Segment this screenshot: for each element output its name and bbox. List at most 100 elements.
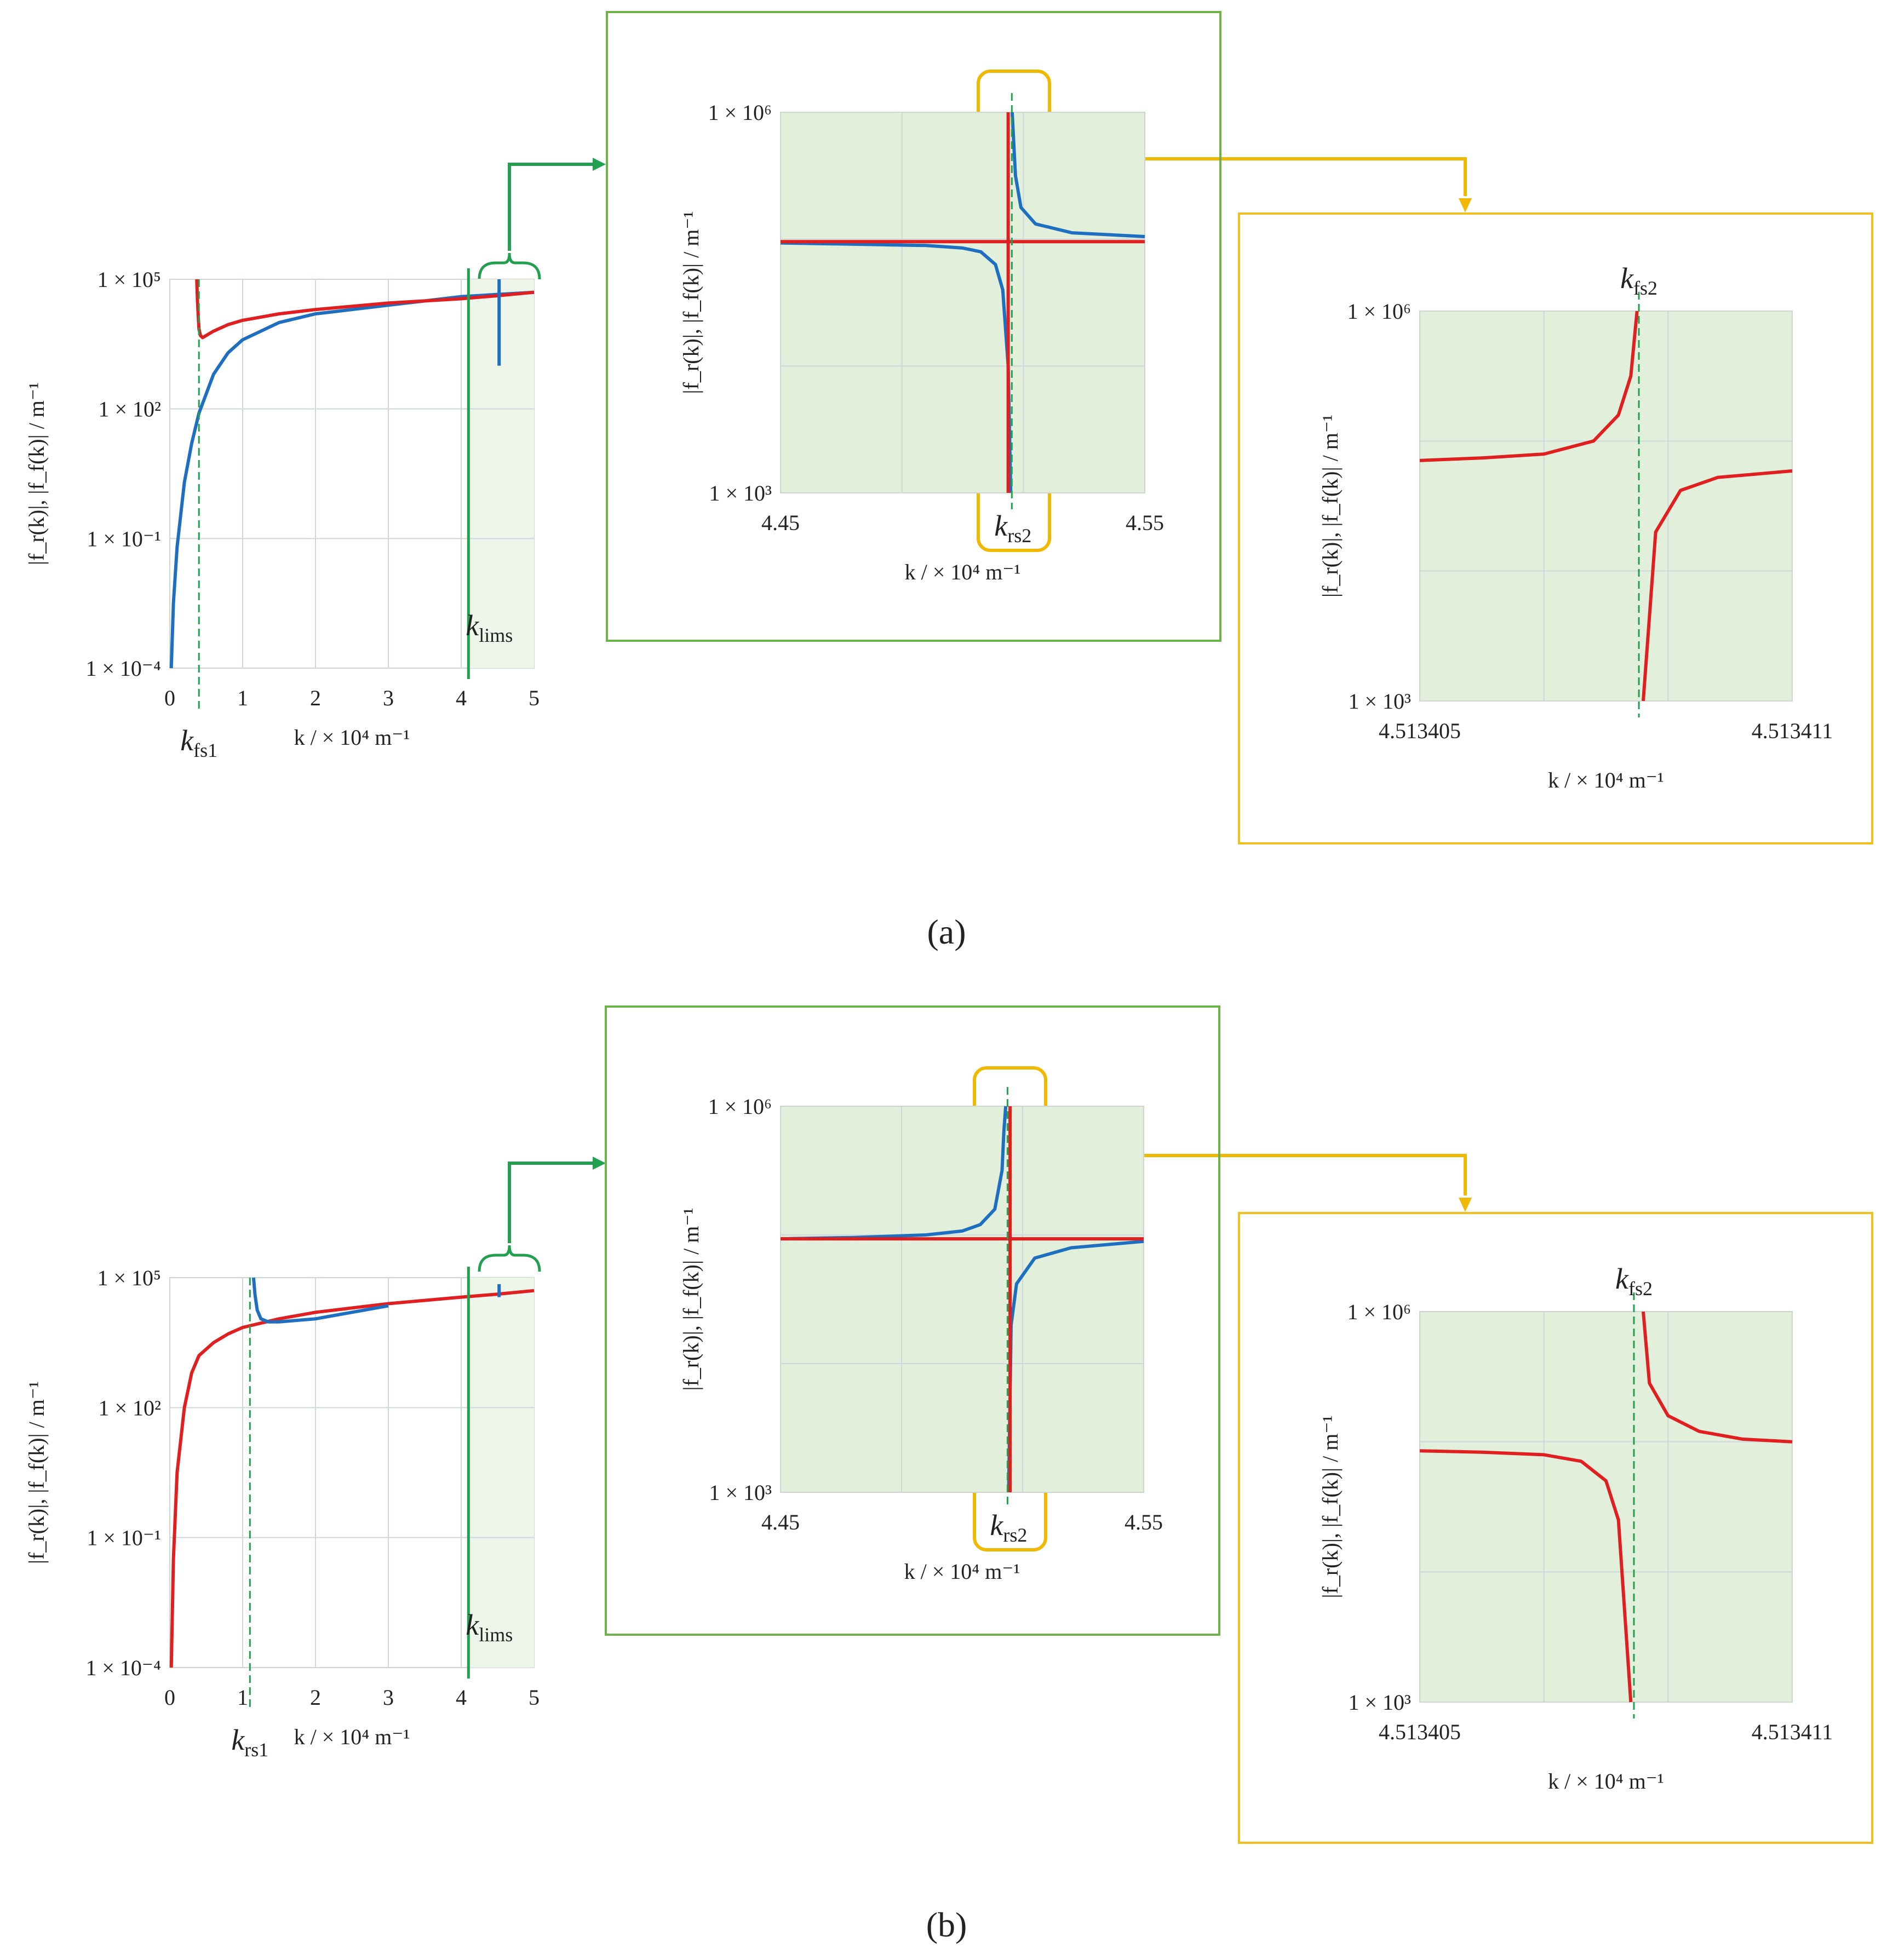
green-arrow-head bbox=[593, 1157, 606, 1170]
y-tick-label: 1 × 10⁵ bbox=[97, 1266, 161, 1290]
y-tick-label: 1 × 10² bbox=[98, 397, 161, 422]
x-tick-label: 4.513411 bbox=[1752, 1720, 1833, 1744]
marker-label-0: kfs1 bbox=[180, 724, 217, 761]
y-tick-label: 1 × 10⁻¹ bbox=[87, 526, 161, 551]
green-arrow-line bbox=[508, 1162, 597, 1243]
x-axis-label: k / × 10⁴ m⁻¹ bbox=[294, 725, 410, 750]
green-arrow-head bbox=[593, 158, 606, 171]
marker-label-0-sub: rs2 bbox=[1007, 525, 1031, 547]
y-tick-label: 1 × 10³ bbox=[1348, 689, 1411, 714]
green-brace bbox=[478, 252, 541, 280]
plot-area bbox=[780, 112, 1145, 493]
zoom-frame-a-zoom1 bbox=[606, 11, 1221, 642]
x-tick-label: 4.55 bbox=[1125, 1510, 1163, 1534]
y-tick-label: 1 × 10⁵ bbox=[97, 267, 161, 292]
x-tick-label: 5 bbox=[529, 686, 540, 710]
marker-label-klims-base: k bbox=[466, 609, 479, 642]
y-tick-label: 1 × 10⁶ bbox=[708, 100, 772, 125]
series-line-0 bbox=[169, 1289, 535, 1668]
zoom-frame-b-zoom1 bbox=[605, 1005, 1220, 1636]
x-tick-label: 0 bbox=[164, 1685, 175, 1710]
plot-area bbox=[780, 1106, 1144, 1493]
x-axis-label: k / × 10⁴ m⁻¹ bbox=[1548, 768, 1664, 792]
klims-shaded-region bbox=[468, 279, 534, 668]
chart-a-zoom1: krs2 4.45 4.55 1 × 10³ 1 × 10⁶ k / × 10⁴ m⁻¹ |… bbox=[606, 11, 1221, 642]
y-axis-label: |f_r(k)|, |f_f(k)| / m⁻¹ bbox=[24, 382, 49, 565]
x-axis-label: k / × 10⁴ m⁻¹ bbox=[904, 1559, 1020, 1584]
x-tick-label: 1 bbox=[237, 686, 248, 710]
marker-label-0-base: k bbox=[231, 1723, 245, 1756]
y-tick-label: 1 × 10³ bbox=[709, 1480, 772, 1505]
zoom-frame-a-zoom2 bbox=[1238, 212, 1873, 844]
x-tick-label: 3 bbox=[383, 686, 394, 710]
zoom-frame-b-zoom2 bbox=[1238, 1212, 1873, 1844]
green-brace bbox=[478, 1245, 541, 1272]
y-tick-label: 1 × 10⁻¹ bbox=[87, 1526, 161, 1550]
green-arrow-line bbox=[508, 163, 597, 251]
klims-shaded-region bbox=[468, 1278, 534, 1668]
chart-a-zoom2: kfs2 4.513405 4.513411 1 × 10³ 1 × 10⁶ k / × … bbox=[1238, 212, 1873, 844]
x-tick-label: 4.45 bbox=[761, 510, 800, 535]
y-tick-label: 1 × 10⁶ bbox=[708, 1094, 772, 1119]
marker-label-klims: klims bbox=[466, 609, 513, 646]
y-tick-label: 1 × 10² bbox=[98, 1395, 161, 1420]
panel-label-b: (b) bbox=[926, 1905, 967, 1944]
orange-arrow-line bbox=[1049, 157, 1467, 196]
x-tick-label: 4.513405 bbox=[1379, 1720, 1461, 1744]
marker-label-0: krs1 bbox=[231, 1723, 268, 1761]
marker-label-klims: klims bbox=[466, 1608, 513, 1646]
plot-area bbox=[1419, 1311, 1793, 1703]
y-tick-label: 1 × 10³ bbox=[1348, 1690, 1411, 1715]
marker-label-0: kfs2 bbox=[1620, 262, 1657, 299]
marker-label-0-sub: fs2 bbox=[1628, 1278, 1653, 1300]
marker-label-0-base: k bbox=[1615, 1262, 1629, 1295]
panel-label-a: (a) bbox=[927, 912, 966, 951]
series-line-1 bbox=[251, 1277, 389, 1324]
y-axis-label: |f_r(k)|, |f_f(k)| / m⁻¹ bbox=[24, 1381, 49, 1564]
marker-label-0-sub: rs2 bbox=[1003, 1524, 1027, 1546]
chart-b-zoom2: kfs2 4.513405 4.513411 1 × 10³ 1 × 10⁶ k / × … bbox=[1238, 1212, 1873, 1844]
x-tick-label: 4.513405 bbox=[1379, 719, 1461, 743]
orange-arrow-line bbox=[1046, 1154, 1467, 1195]
series-line-0 bbox=[1419, 1449, 1633, 1703]
plot-area bbox=[1419, 311, 1793, 702]
marker-label-0-sub: rs1 bbox=[244, 1739, 268, 1761]
y-axis-label: |f_r(k)|, |f_f(k)| / m⁻¹ bbox=[1318, 1416, 1343, 1599]
x-tick-label: 2 bbox=[310, 1685, 321, 1710]
orange-arrow-head bbox=[1459, 198, 1472, 212]
x-tick-label: 4.45 bbox=[761, 1510, 800, 1534]
marker-label-0: krs2 bbox=[994, 509, 1031, 547]
marker-label-klims-sub: lims bbox=[479, 1624, 513, 1646]
y-tick-label: 1 × 10⁶ bbox=[1347, 1300, 1411, 1324]
marker-label-0-base: k bbox=[994, 509, 1008, 542]
y-tick-label: 1 × 10³ bbox=[709, 481, 772, 505]
series-line-0 bbox=[1419, 311, 1639, 462]
y-tick-label: 1 × 10⁻⁴ bbox=[85, 656, 161, 681]
marker-label-0: kfs2 bbox=[1615, 1262, 1653, 1300]
x-tick-label: 4.55 bbox=[1126, 510, 1164, 535]
marker-label-0-base: k bbox=[1620, 262, 1634, 295]
marker-label-klims-base: k bbox=[466, 1608, 479, 1641]
series-line-0 bbox=[780, 1106, 1008, 1241]
y-axis-label: |f_r(k)|, |f_f(k)| / m⁻¹ bbox=[679, 211, 703, 394]
x-tick-label: 1 bbox=[237, 1685, 248, 1710]
x-tick-label: 3 bbox=[383, 1685, 394, 1710]
x-tick-label: 4 bbox=[456, 686, 467, 710]
x-axis-label: k / × 10⁴ m⁻¹ bbox=[1548, 1769, 1664, 1794]
marker-label-0: krs2 bbox=[990, 1509, 1027, 1546]
chart-b-zoom1: krs2 4.45 4.55 1 × 10³ 1 × 10⁶ k / × 10⁴ m⁻¹ |… bbox=[605, 1005, 1220, 1636]
x-tick-label: 4.513411 bbox=[1752, 719, 1833, 743]
orange-arrow-head bbox=[1459, 1198, 1472, 1212]
marker-label-klims-sub: lims bbox=[479, 624, 513, 646]
marker-label-0-base: k bbox=[180, 724, 194, 757]
series-line-1 bbox=[1642, 1311, 1793, 1444]
x-axis-label: k / × 10⁴ m⁻¹ bbox=[905, 560, 1021, 584]
marker-label-0-sub: fs1 bbox=[193, 739, 217, 761]
y-tick-label: 1 × 10⁶ bbox=[1347, 299, 1411, 324]
x-axis-label: k / × 10⁴ m⁻¹ bbox=[294, 1725, 410, 1749]
x-tick-label: 0 bbox=[164, 686, 175, 710]
